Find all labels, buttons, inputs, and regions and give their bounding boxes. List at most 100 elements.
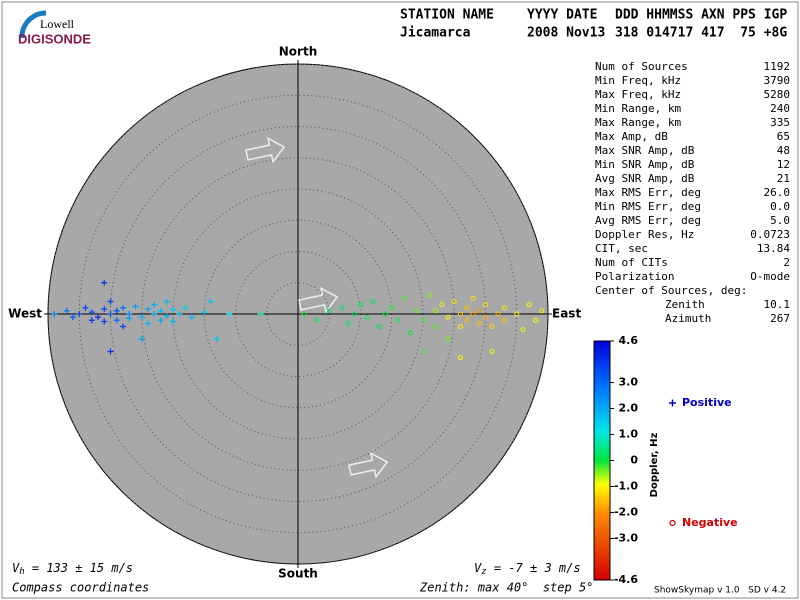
colorbar-cell: [594, 432, 610, 434]
source-negative: [445, 336, 451, 342]
colorbar-cell: [594, 381, 610, 383]
colorbar-cell: [594, 569, 610, 571]
colorbar-cell: [594, 482, 610, 484]
colorbar-cell: [594, 355, 610, 357]
colorbar-cell: [594, 429, 610, 431]
colorbar-cell: [594, 384, 610, 386]
colorbar-cell: [594, 378, 610, 380]
colorbar-cell: [594, 449, 610, 451]
colorbar-cell: [594, 562, 610, 564]
source-negative: [464, 317, 470, 323]
colorbar-cell: [594, 408, 610, 410]
source-negative: [395, 317, 401, 323]
colorbar-cell: [594, 521, 610, 523]
logo-line1: Lowell: [40, 17, 75, 31]
source-positive: [51, 311, 58, 317]
colorbar-cell: [594, 530, 610, 532]
colorbar-cell: [594, 516, 610, 518]
colorbar-cell: [594, 346, 610, 348]
colorbar-cell: [594, 402, 610, 404]
source-negative: [433, 324, 438, 329]
colorbar-cell: [594, 466, 610, 468]
colorbar-cell: [594, 574, 610, 576]
stat-label: Max Freq, kHz: [595, 88, 681, 101]
colorbar-cell: [594, 452, 610, 454]
colorbar-cell: [594, 444, 610, 446]
colorbar-cell: [594, 365, 610, 367]
source-positive: [107, 311, 114, 317]
colorbar-cell: [594, 575, 610, 577]
colorbar-cell: [594, 473, 610, 475]
colorbar-cell: [594, 447, 610, 449]
source-positive: [82, 304, 89, 311]
colorbar-cell: [594, 535, 610, 537]
stat-value: 12: [777, 158, 790, 171]
colorbar-cell: [594, 437, 610, 439]
source-positive: [101, 279, 108, 286]
colorbar-cell: [594, 357, 610, 359]
colorbar-cell: [594, 556, 610, 558]
source-negative: [483, 302, 488, 308]
source-negative: [501, 317, 507, 323]
colorbar-cell: [594, 399, 610, 401]
stat-label: Polarization: [595, 270, 674, 283]
stat-value: 48: [777, 144, 790, 157]
colorbar-tick-label: 1.0: [619, 428, 639, 441]
colorbar-cell: [594, 557, 610, 559]
colorbar-cell: [594, 344, 610, 346]
colorbar-cell: [594, 370, 610, 372]
source-negative: [426, 292, 432, 298]
colorbar-cell: [594, 500, 610, 502]
colorbar-cell: [594, 359, 610, 361]
colorbar-cell: [594, 544, 610, 546]
colorbar-cell: [594, 528, 610, 530]
colorbar-cell: [594, 421, 610, 423]
colorbar-cell: [594, 505, 610, 507]
center-label: Zenith: [665, 298, 705, 311]
plot: North South West East: [8, 45, 581, 581]
vh-label: Vh = 133 ± 15 m/s: [12, 561, 133, 577]
colorbar-cell: [594, 369, 610, 371]
colorbar-cell: [594, 456, 610, 458]
legend-label: Negative: [682, 516, 738, 529]
colorbar-cell: [594, 410, 610, 412]
colorbar-cell: [594, 549, 610, 551]
colorbar-cell: [594, 527, 610, 529]
colorbar-tick-label: 0: [630, 454, 638, 467]
colorbar-cell: [594, 563, 610, 565]
center-label: Azimuth: [665, 312, 711, 325]
colorbar-cell: [594, 434, 610, 436]
colorbar-cell: [594, 502, 610, 504]
colorbar-cell: [594, 490, 610, 492]
source-positive: [107, 348, 114, 355]
header-value: 2008 Nov13: [527, 26, 605, 41]
stat-value: 3790: [764, 74, 791, 87]
source-positive: [101, 318, 108, 325]
colorbar-cell: [594, 513, 610, 515]
source-positive: [88, 309, 95, 316]
colorbar-cell: [594, 545, 610, 547]
source-positive: [113, 307, 120, 314]
colorbar-cell: [594, 487, 610, 489]
stat-label: Avg SNR Amp, dB: [595, 172, 695, 185]
colorbar-cell: [594, 415, 610, 417]
colorbar-cell: [594, 468, 610, 470]
colorbar-cell: [594, 546, 610, 548]
logo-swoosh: [19, 10, 47, 39]
colorbar-cell: [594, 347, 610, 349]
colorbar-cell: [594, 405, 610, 407]
colorbar-cell: [594, 483, 610, 485]
colorbar-cell: [594, 464, 610, 466]
colorbar-cell: [594, 375, 610, 377]
stat-value: O-mode: [750, 270, 790, 283]
stat-value: 2: [783, 256, 790, 269]
source-positive: [126, 315, 133, 322]
colorbar-cell: [594, 345, 610, 347]
colorbar-cell: [594, 463, 610, 465]
source-negative: [445, 314, 451, 320]
source-positive: [182, 304, 189, 311]
colorbar-cell: [594, 441, 610, 443]
colorbar-cell: [594, 465, 610, 467]
stat-value: 26.0: [764, 186, 791, 199]
